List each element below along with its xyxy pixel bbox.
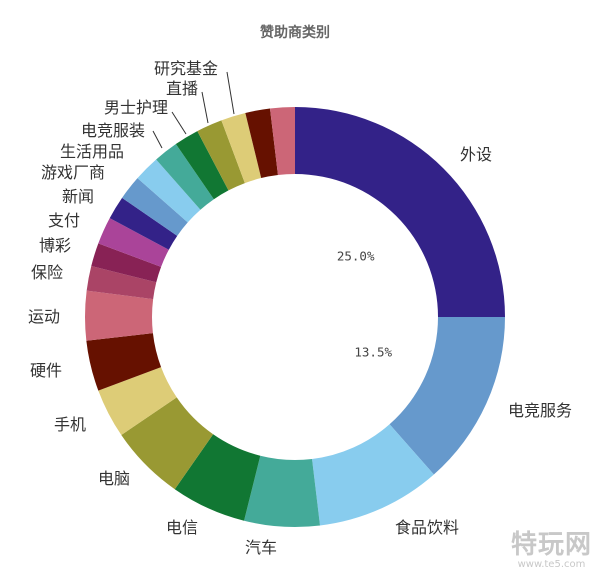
value-label: 13.5%: [354, 344, 392, 359]
slice-unlabeled-19: [245, 108, 278, 179]
slice-电脑: [121, 397, 214, 490]
slice-外设: [295, 107, 505, 317]
leader-line: [201, 91, 209, 124]
chart-title: 赞助商类别: [260, 25, 330, 41]
slice-label: 电竞服务: [508, 401, 572, 420]
slice-label: 食品饮料: [395, 518, 459, 537]
slice-运动: [85, 290, 154, 341]
slice-保险: [86, 266, 157, 300]
slice-label: 新闻: [62, 187, 94, 206]
slice-unlabeled-20: [269, 107, 295, 176]
slice-生活用品: [137, 159, 201, 223]
slice-label: 硬件: [30, 361, 62, 380]
slice-硬件: [86, 333, 162, 391]
slice-label: 游戏厂商: [41, 163, 105, 182]
slice-label: 运动: [28, 307, 60, 326]
watermark-url: www.te5.com: [517, 559, 586, 570]
slice-label: 手机: [54, 415, 86, 434]
slice-label: 保险: [31, 263, 63, 282]
slice-博彩: [91, 243, 162, 283]
watermark-logo-text: 特玩网: [510, 530, 592, 560]
leader-line: [171, 111, 187, 135]
slice-研究基金: [221, 112, 262, 184]
slice-电竞服务: [389, 317, 505, 475]
slice-电竞服装: [156, 144, 214, 210]
slice-label: 外设: [460, 145, 492, 164]
leader-line: [226, 71, 235, 115]
slice-汽车: [244, 455, 321, 527]
slice-label: 电信: [166, 518, 198, 537]
slice-手机: [98, 367, 177, 436]
slice-label: 男士护理: [104, 98, 168, 117]
slice-食品饮料: [312, 424, 434, 526]
slice-label: 博彩: [39, 236, 71, 255]
slice-电信: [174, 434, 261, 521]
slice-label: 支付: [48, 211, 80, 230]
slice-label: 生活用品: [60, 142, 124, 161]
slice-游戏厂商: [122, 178, 188, 236]
slice-label: 直播: [166, 79, 198, 98]
leader-line: [152, 130, 163, 149]
watermark-logo: 特玩网 www.te5.com: [511, 531, 592, 571]
slice-支付: [98, 218, 169, 267]
slice-label: 电竞服装: [81, 121, 145, 140]
slice-label: 汽车: [245, 538, 277, 557]
slice-label: 电脑: [98, 469, 130, 488]
slice-新闻: [109, 197, 178, 250]
slice-label: 研究基金: [154, 59, 218, 78]
value-label: 25.0%: [337, 248, 375, 263]
slice-直播: [197, 120, 245, 191]
slice-男士护理: [175, 131, 229, 200]
